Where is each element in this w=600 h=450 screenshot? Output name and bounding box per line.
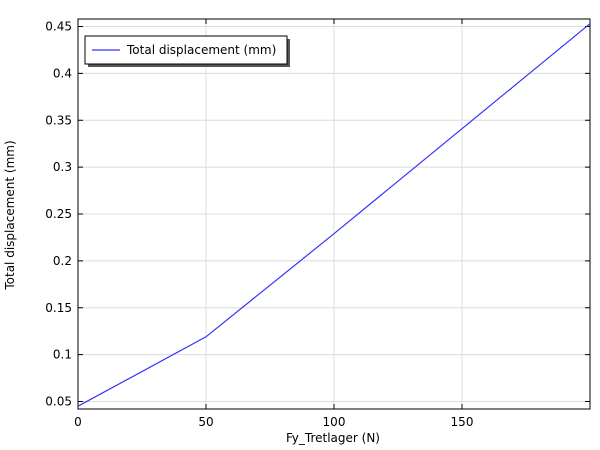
y-tick-label: 0.15 [45, 301, 72, 315]
x-tick-label: 0 [74, 415, 82, 429]
series-layer [77, 23, 591, 407]
x-tick-label: 150 [451, 415, 474, 429]
legend-label: Total displacement (mm) [126, 43, 276, 57]
x-axis-title: Fy_Tretlager (N) [286, 431, 380, 445]
axis-ticks: 0 50 100 150 0.05 0.1 0.15 0.2 0.25 0.3 0.35 0.4 0.4… [45, 19, 590, 429]
y-tick-label: 0.25 [45, 207, 72, 221]
legend: Total displacement (mm) [84, 35, 290, 67]
grid-lines [77, 19, 590, 409]
y-tick-label: 0.1 [53, 348, 72, 362]
y-tick-label: 0.35 [45, 113, 72, 127]
series-line [77, 23, 591, 407]
x-tick-label: 50 [198, 415, 213, 429]
y-tick-label: 0.3 [53, 160, 72, 174]
y-tick-label: 0.4 [53, 66, 72, 80]
y-axis-title: Total displacement (mm) [3, 140, 17, 290]
x-tick-label: 100 [323, 415, 346, 429]
y-tick-label: 0.45 [45, 20, 72, 34]
y-tick-label: 0.2 [53, 254, 72, 268]
y-tick-label: 0.05 [45, 395, 72, 409]
